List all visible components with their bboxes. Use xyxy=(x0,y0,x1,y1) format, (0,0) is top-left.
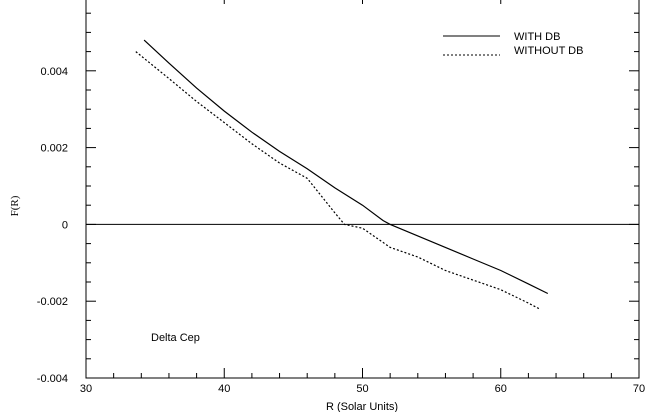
x-tick-label: 30 xyxy=(80,383,92,395)
y-tick-label: 0 xyxy=(62,219,68,231)
y-tick-label: -0.004 xyxy=(37,373,68,385)
x-axis-label: R (Solar Units) xyxy=(326,401,398,412)
series-line-without-db xyxy=(135,51,540,310)
legend-label-with-db: WITH DB xyxy=(514,31,560,43)
annotation-delta-cep: Delta Cep xyxy=(151,332,200,344)
y-axis-label: F(R) xyxy=(9,195,21,216)
y-tick-label: 0.002 xyxy=(40,143,68,155)
x-tick-label: 50 xyxy=(356,383,368,395)
x-tick-label: 60 xyxy=(495,383,507,395)
x-tick-label: 40 xyxy=(218,383,230,395)
axis-tick-labels: 30 40 50 60 70 -0.004 -0.002 0 0.002 0.004 0.006 xyxy=(37,0,645,395)
axis-ticks xyxy=(85,0,640,379)
y-tick-label: 0.004 xyxy=(40,66,68,78)
y-tick-label: 0.006 xyxy=(40,0,68,1)
legend: WITH DB WITHOUT DB xyxy=(443,31,583,57)
y-tick-label: -0.002 xyxy=(37,296,68,308)
legend-label-without-db: WITHOUT DB xyxy=(514,45,583,57)
x-tick-label: 70 xyxy=(633,383,645,395)
series-line-with-db xyxy=(143,39,549,295)
series-layer xyxy=(135,39,549,310)
